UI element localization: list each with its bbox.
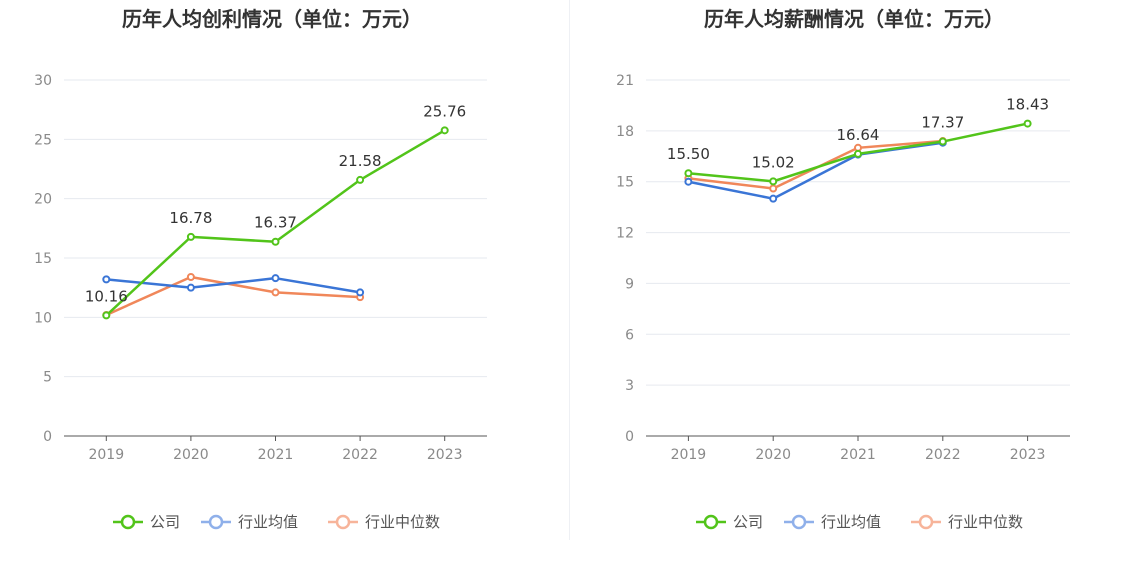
legend-marker bbox=[335, 514, 351, 530]
chart-panel-profit: 历年人均创利情况（单位：万元） 0 5 10 15 20 25 30 2019 2020 2021 2… bbox=[34, 7, 487, 531]
x-tick-label: 2019 bbox=[88, 447, 124, 463]
data-point-industry-mean[interactable] bbox=[356, 288, 365, 297]
data-point-industry-mean[interactable] bbox=[102, 275, 111, 284]
x-tick-label: 2020 bbox=[755, 447, 791, 463]
y-tick-label: 0 bbox=[43, 429, 52, 445]
series-line-industry-median bbox=[105, 275, 361, 317]
series-line-industry-mean bbox=[106, 276, 361, 294]
y-tick-label: 12 bbox=[616, 226, 634, 242]
data-point-company[interactable] bbox=[684, 169, 693, 178]
legend-item-industry-median[interactable]: 行业中位数 bbox=[328, 513, 440, 531]
legend-label: 行业均值 bbox=[238, 513, 298, 531]
data-point-company[interactable] bbox=[440, 126, 449, 135]
series-company bbox=[684, 119, 1032, 186]
legend-label: 行业中位数 bbox=[365, 513, 440, 531]
series-industry-mean bbox=[102, 274, 365, 297]
y-tick-label: 21 bbox=[616, 73, 634, 89]
data-point-company[interactable] bbox=[1023, 119, 1032, 128]
legend-marker bbox=[918, 514, 934, 530]
legend-marker bbox=[120, 514, 136, 530]
data-point-company[interactable] bbox=[186, 232, 195, 241]
x-tick-label: 2019 bbox=[671, 447, 707, 463]
data-label: 18.43 bbox=[1006, 96, 1049, 114]
data-label: 16.78 bbox=[169, 209, 212, 227]
x-tick-label: 2021 bbox=[840, 447, 876, 463]
data-point-industry-median[interactable] bbox=[271, 288, 280, 297]
data-label: 10.16 bbox=[85, 287, 128, 305]
data-point-industry-median[interactable] bbox=[854, 143, 862, 152]
legend-label: 行业中位数 bbox=[948, 513, 1023, 531]
legend-item-company[interactable]: 公司 bbox=[696, 513, 763, 531]
chart-title: 历年人均创利情况（单位：万元） bbox=[122, 7, 422, 31]
x-tick-label: 2023 bbox=[427, 447, 463, 463]
data-point-company[interactable] bbox=[102, 311, 111, 320]
data-point-company[interactable] bbox=[854, 149, 862, 158]
y-tick-label: 20 bbox=[34, 192, 52, 208]
data-point-company[interactable] bbox=[938, 137, 947, 146]
legend-marker bbox=[791, 514, 807, 530]
x-tick-label: 2022 bbox=[925, 447, 961, 463]
legend-marker bbox=[703, 514, 719, 530]
chart-title: 历年人均薪酬情况（单位：万元） bbox=[704, 7, 1004, 31]
data-label: 21.58 bbox=[339, 152, 382, 170]
y-tick-label: 5 bbox=[43, 370, 52, 386]
y-tick-label: 25 bbox=[34, 132, 52, 148]
y-tick-label: 3 bbox=[625, 378, 634, 394]
legend-label: 公司 bbox=[150, 513, 180, 531]
data-point-industry-median[interactable] bbox=[186, 272, 195, 281]
salary-per-capita-chart: 历年人均薪酬情况（单位：万元） 0 3 6 9 12 15 18 21 2019 2020 2021 2… bbox=[616, 7, 1070, 531]
panel-divider bbox=[569, 0, 570, 540]
y-tick-label: 6 bbox=[625, 327, 634, 343]
series-line-industry-mean bbox=[688, 141, 943, 200]
series-company bbox=[102, 126, 449, 320]
y-tick-label: 30 bbox=[34, 73, 52, 89]
y-tick-label: 10 bbox=[34, 310, 52, 326]
legend-item-industry-mean[interactable]: 行业均值 bbox=[201, 513, 298, 531]
x-tick-label: 2021 bbox=[258, 447, 294, 463]
chart-panel-salary: 历年人均薪酬情况（单位：万元） 0 3 6 9 12 15 18 21 2019 2020 2021 2… bbox=[570, 0, 1134, 582]
x-tick-label: 2022 bbox=[342, 447, 378, 463]
data-label: 17.37 bbox=[921, 114, 964, 132]
data-label: 25.76 bbox=[423, 102, 466, 120]
data-point-industry-mean[interactable] bbox=[271, 274, 280, 283]
legend-item-industry-mean[interactable]: 行业均值 bbox=[784, 513, 881, 531]
data-point-industry-median[interactable] bbox=[769, 184, 778, 193]
profit-per-capita-chart: 历年人均创利情况（单位：万元） 0 5 10 15 20 25 30 2019 2020 2021 2… bbox=[34, 7, 487, 531]
y-tick-label: 0 bbox=[625, 429, 634, 445]
legend-marker bbox=[208, 514, 224, 530]
y-tick-label: 18 bbox=[616, 124, 634, 140]
data-label: 16.37 bbox=[254, 214, 297, 232]
data-label: 16.64 bbox=[837, 126, 880, 144]
data-point-industry-mean[interactable] bbox=[186, 283, 195, 292]
data-point-industry-mean[interactable] bbox=[769, 194, 778, 203]
y-tick-label: 9 bbox=[625, 276, 634, 292]
legend-item-industry-median[interactable]: 行业中位数 bbox=[911, 513, 1023, 531]
y-tick-label: 15 bbox=[34, 251, 52, 267]
data-point-industry-mean[interactable] bbox=[684, 177, 693, 186]
data-label: 15.02 bbox=[752, 153, 795, 171]
data-label: 15.50 bbox=[667, 145, 710, 163]
legend-item-company[interactable]: 公司 bbox=[113, 513, 180, 531]
y-tick-label: 15 bbox=[616, 175, 634, 191]
legend-label: 公司 bbox=[733, 513, 763, 531]
x-tick-label: 2023 bbox=[1010, 447, 1046, 463]
data-point-company[interactable] bbox=[356, 175, 365, 184]
data-point-company[interactable] bbox=[769, 177, 778, 186]
legend-label: 行业均值 bbox=[821, 513, 881, 531]
series-industry-mean bbox=[684, 138, 947, 203]
x-tick-label: 2020 bbox=[173, 447, 209, 463]
data-point-company[interactable] bbox=[271, 237, 280, 246]
